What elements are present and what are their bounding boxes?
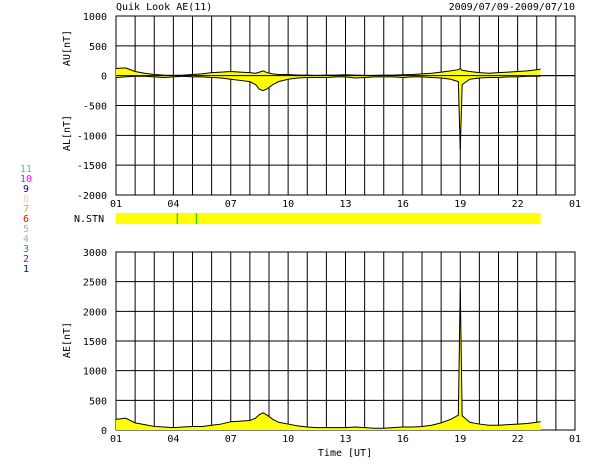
- ae-x-tick-label: 01: [110, 434, 122, 445]
- ae-x-tick-label: 07: [225, 434, 237, 445]
- al-area: [116, 75, 541, 151]
- au-al-y-tick-label: 500: [89, 42, 107, 53]
- au-al-y-tick-label: 1000: [83, 12, 107, 23]
- au-al-x-tick-label: 19: [454, 199, 466, 210]
- time-axis-label: Time [UT]: [318, 448, 372, 459]
- ae-x-tick-label: 13: [339, 434, 351, 445]
- ae-line: [115, 287, 541, 429]
- au-al-x-tick-label: 07: [225, 199, 237, 210]
- ae-y-tick-label: 2500: [83, 278, 107, 289]
- station-legend-item: 7: [23, 204, 29, 215]
- au-al-x-tick-label: 10: [282, 199, 294, 210]
- ae-y-tick-label: 2000: [83, 307, 107, 318]
- au-al-y-tick-label: 0: [101, 72, 107, 83]
- station-legend-item: 1: [23, 264, 29, 275]
- al-axis-label: AL[nT]: [62, 115, 73, 151]
- au-al-y-tick-label: -1500: [77, 161, 107, 172]
- ae-x-tick-label: 10: [282, 434, 294, 445]
- station-legend-item: 10: [20, 174, 32, 185]
- station-legend-item: 6: [23, 214, 29, 225]
- au-al-x-tick-label: 13: [339, 199, 351, 210]
- ae-y-tick-labels: 3000 2500 2000 1500 1000 500 0: [83, 248, 107, 437]
- ae-y-tick-label: 3000: [83, 248, 107, 259]
- au-al-y-tick-label: -500: [83, 102, 107, 113]
- ae-y-tick-label: 1000: [83, 367, 107, 378]
- station-legend-item: 11: [20, 164, 32, 175]
- au-al-x-tick-label: 01: [110, 199, 122, 210]
- ae-x-tick-label: 01: [569, 434, 581, 445]
- au-al-x-tick-labels: 01 04 07 10 13 16 19 22 01: [110, 199, 581, 210]
- ae-x-tick-labels: 01 04 07 10 13 16 19 22 01: [110, 434, 581, 445]
- au-al-x-tick-label: 22: [512, 199, 524, 210]
- ae-y-tick-label: 500: [89, 396, 107, 407]
- station-legend-item: 5: [23, 224, 29, 235]
- station-legend-item: 2: [23, 254, 29, 265]
- au-al-x-tick-label: 04: [167, 199, 179, 210]
- au-al-y-tick-label: -2000: [77, 191, 107, 202]
- station-legend-item: 9: [23, 184, 29, 195]
- au-axis-label: AU[nT]: [62, 30, 73, 66]
- ae-y-tick-label: 0: [101, 426, 107, 437]
- ae-x-tick-label: 16: [397, 434, 409, 445]
- au-al-grid: [115, 15, 576, 196]
- ae-x-tick-label: 04: [167, 434, 179, 445]
- au-al-y-tick-labels: 1000 500 0 -500 -1000 -1500 -2000: [77, 12, 107, 202]
- station-legend-item: 3: [23, 244, 29, 255]
- ae-axis-label: AE[nT]: [62, 322, 73, 358]
- station-count-panel: N.STN: [74, 213, 541, 225]
- figure-title: Quik Look AE(11): [116, 2, 212, 13]
- ae-y-tick-label: 1500: [83, 337, 107, 348]
- au-al-y-tick-label: -1000: [77, 131, 107, 142]
- au-line: [115, 67, 541, 76]
- ae-x-tick-label: 22: [512, 434, 524, 445]
- ae-grid: [115, 251, 576, 431]
- al-line: [115, 75, 541, 151]
- date-range: 2009/07/09-2009/07/10: [449, 2, 575, 13]
- station-legend-item: 4: [23, 234, 29, 245]
- station-count-label: N.STN: [74, 214, 104, 225]
- station-legend-item: 8: [23, 194, 29, 205]
- au-al-x-tick-label: 16: [397, 199, 409, 210]
- ae-area: [116, 287, 541, 430]
- au-al-x-tick-label: 01: [569, 199, 581, 210]
- au-al-panel: 1000 500 0 -500 -1000 -1500 -2000 01 04 07 10 13 16…: [62, 12, 581, 210]
- ae-panel: 3000 2500 2000 1500 1000 500 0 01 04 07 10 13 16 19 2…: [62, 248, 581, 459]
- station-count-bar: [116, 213, 541, 224]
- au-area: [116, 67, 541, 76]
- ae-x-tick-label: 19: [454, 434, 466, 445]
- station-markers: [176, 213, 197, 224]
